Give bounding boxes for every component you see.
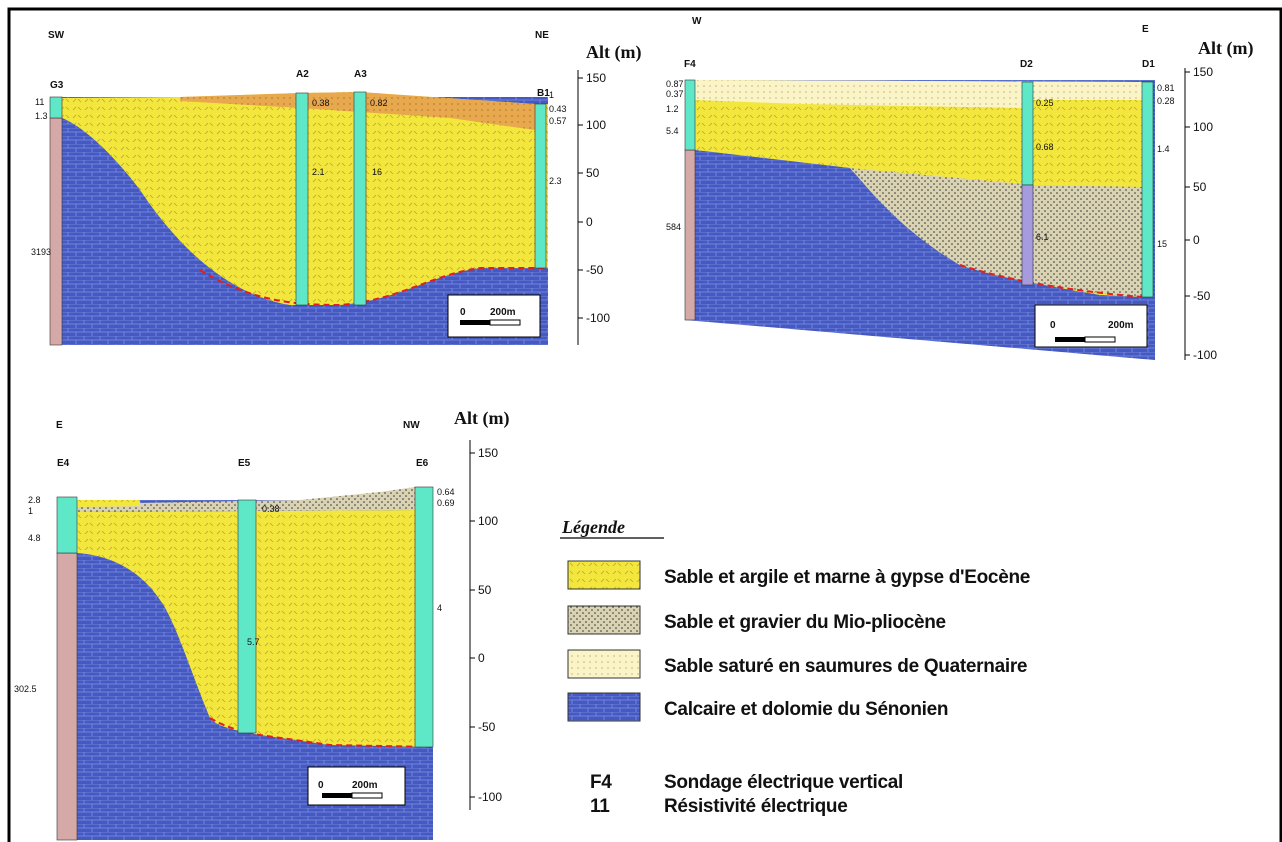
resistivity-label: 2.1	[312, 167, 325, 177]
axis-tick-label: 100	[586, 118, 606, 132]
well-label: G3	[50, 80, 64, 91]
axis-tick-label: 150	[478, 446, 498, 460]
resistivity-label: 0.28	[1157, 96, 1175, 106]
direction-label: E	[1142, 24, 1149, 35]
legend-symbol: F4	[590, 772, 612, 793]
resistivity-label: 0.81	[1157, 83, 1175, 93]
section-2	[685, 68, 1185, 360]
section-3	[57, 440, 470, 840]
scale-label: 0	[1050, 320, 1056, 331]
resistivity-label: 2.8	[28, 495, 41, 505]
scale-label: 200m	[490, 307, 516, 318]
legend-item: Sable et gravier du Mio-pliocène	[664, 612, 946, 633]
resistivity-label: 3193	[31, 247, 51, 257]
well-label: A2	[296, 69, 309, 80]
resistivity-label: 4	[437, 603, 442, 613]
resistivity-label: 4.8	[28, 533, 41, 543]
well-label: E5	[238, 458, 251, 469]
scale-label: 0	[460, 307, 466, 318]
legend-item: Calcaire et dolomie du Sénonien	[664, 699, 948, 720]
resistivity-label: 0.38	[262, 504, 280, 514]
resistivity-label: 0.64	[437, 487, 455, 497]
resistivity-label: 1	[549, 90, 554, 100]
resistivity-label: 2.3	[549, 176, 562, 186]
axis-tick-label: -50	[1193, 289, 1211, 303]
scale-label: 0	[318, 780, 324, 791]
section-1	[50, 70, 578, 345]
resistivity-label: 1.3	[35, 111, 48, 121]
resistivity-label: 11	[35, 97, 44, 107]
legend-title: Légende	[561, 517, 625, 537]
legend-item: Résistivité électrique	[664, 796, 847, 817]
resistivity-label: 5.4	[666, 126, 679, 136]
direction-label: NE	[535, 30, 549, 41]
resistivity-label: 1.2	[666, 104, 679, 114]
well-label: F4	[684, 59, 696, 70]
axis-tick-label: -100	[478, 790, 502, 804]
resistivity-label: 6.1	[1036, 232, 1049, 242]
axis-title: Alt (m)	[454, 408, 509, 429]
resistivity-label: 0.25	[1036, 98, 1054, 108]
resistivity-label: 1.4	[1157, 144, 1170, 154]
direction-label: SW	[48, 30, 65, 41]
legend-item: Sable saturé en saumures de Quaternaire	[664, 656, 1027, 677]
resistivity-label: 0.87	[666, 79, 684, 89]
axis-tick-label: 0	[478, 651, 485, 665]
direction-label: W	[692, 16, 702, 27]
legend-swatches	[560, 538, 664, 721]
legend-item: Sable et argile et marne à gypse d'Eocèn…	[664, 567, 1030, 588]
page: SWNEAlt (m)150100500-50-100G3A2A3B1111.3…	[0, 0, 1282, 842]
axis-tick-label: 100	[1193, 120, 1213, 134]
well-label: E6	[416, 458, 429, 469]
axis-tick-label: 0	[586, 215, 593, 229]
axis-tick-label: 50	[586, 166, 600, 180]
axis-tick-label: -100	[586, 311, 610, 325]
resistivity-label: 16	[372, 167, 382, 177]
resistivity-label: 0.38	[312, 98, 330, 108]
scale-label: 200m	[352, 780, 378, 791]
axis-tick-label: 50	[478, 583, 492, 597]
resistivity-label: 15	[1157, 239, 1167, 249]
direction-label: E	[56, 420, 63, 431]
resistivity-label: 302.5	[14, 684, 37, 694]
legend-item: Sondage électrique vertical	[664, 772, 903, 793]
axis-tick-label: 50	[1193, 180, 1207, 194]
axis-tick-label: -50	[478, 720, 496, 734]
resistivity-label: 0.43	[549, 104, 567, 114]
axis-tick-label: -50	[586, 263, 604, 277]
resistivity-label: 0.57	[549, 116, 567, 126]
well-label: D1	[1142, 59, 1155, 70]
axis-tick-label: 150	[586, 71, 606, 85]
axis-tick-label: 0	[1193, 233, 1200, 247]
resistivity-label: 0.37	[666, 89, 684, 99]
resistivity-label: 0.69	[437, 498, 455, 508]
axis-tick-label: -100	[1193, 348, 1217, 362]
resistivity-label: 5.7	[247, 637, 260, 647]
resistivity-label: 0.68	[1036, 142, 1054, 152]
well-label: D2	[1020, 59, 1033, 70]
axis-title: Alt (m)	[586, 42, 641, 63]
direction-label: NW	[403, 420, 420, 431]
well-label: E4	[57, 458, 70, 469]
well-label: A3	[354, 69, 367, 80]
axis-tick-label: 150	[1193, 65, 1213, 79]
axis-tick-label: 100	[478, 514, 498, 528]
resistivity-label: 584	[666, 222, 681, 232]
resistivity-label: 0.82	[370, 98, 388, 108]
axis-title: Alt (m)	[1198, 38, 1253, 59]
resistivity-label: 1	[28, 506, 33, 516]
scale-label: 200m	[1108, 320, 1134, 331]
legend-symbol: 11	[590, 796, 610, 817]
